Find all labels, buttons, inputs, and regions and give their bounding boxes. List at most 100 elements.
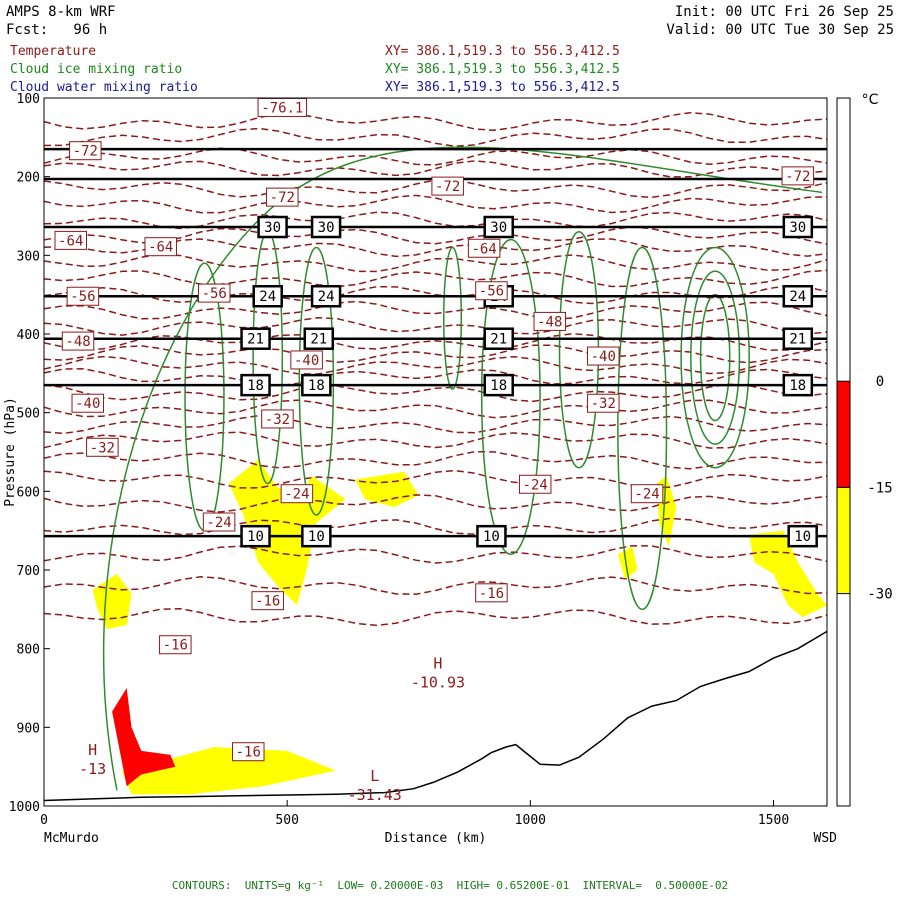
flight-level-box xyxy=(310,284,342,308)
temperature-label: -24 xyxy=(206,515,231,531)
temperature-isotherm xyxy=(43,285,828,305)
cloud-water-region xyxy=(92,573,132,629)
temperature-label: -64 xyxy=(471,241,496,257)
cloud-ice-contour xyxy=(617,246,668,611)
cloud-ice-contour xyxy=(699,293,731,422)
temperature-label-box xyxy=(587,346,620,366)
temperature-isotherm xyxy=(43,414,828,435)
temperature-label: -24 xyxy=(523,477,548,493)
cloud-water-region xyxy=(121,747,336,795)
x-tick-label: 1000 xyxy=(515,813,546,828)
temperature-label: -16 xyxy=(236,745,261,761)
cloud-ice-contour xyxy=(252,230,284,485)
terrain-layer xyxy=(43,630,828,806)
y-tick-label: 600 xyxy=(17,485,40,500)
y-tick-label: 700 xyxy=(17,564,40,579)
flight-level-box xyxy=(483,327,514,350)
temperature-label: -56 xyxy=(202,286,227,302)
temperature-labels: -72 -76.1 -72 -72 -72 -64 -64 -64 -56 -56 -56 -48 -4… xyxy=(54,97,815,762)
temperature-label: -72 xyxy=(73,144,98,160)
flight-level-label: 10 xyxy=(247,529,264,545)
field-temperature: Temperature xyxy=(10,44,97,59)
terrain-line xyxy=(43,630,828,802)
extremum-value: -31.43 xyxy=(348,786,402,804)
cloud-water-fills xyxy=(92,459,827,795)
temperature-isotherm xyxy=(43,399,828,419)
temperature-isotherm xyxy=(43,517,828,536)
colorbar: 0 -15 -30 °C xyxy=(836,92,893,807)
temperature-label-box xyxy=(159,635,192,655)
x-end-label: WSD xyxy=(814,831,838,846)
temperature-label-box xyxy=(232,742,265,762)
temperature-isotherm xyxy=(43,316,828,336)
temperature-isotherm xyxy=(43,211,828,230)
cloud-ice-contour xyxy=(443,246,463,390)
y-tick-label: 400 xyxy=(17,328,40,343)
temperature-label: -48 xyxy=(537,314,562,330)
flight-level-box xyxy=(483,215,514,239)
field-cloud-ice-xy: XY= 386.1,519.3 to 556.3,412.5 xyxy=(385,62,620,77)
temperature-label: -16 xyxy=(479,586,504,602)
flight-level-label: 30 xyxy=(490,220,507,236)
flight-level-label: 30 xyxy=(264,220,281,236)
flight-level-label: 24 xyxy=(789,289,806,305)
chart-header: AMPS 8-km WRF Fcst: 96 h Init: 00 UTC Fr… xyxy=(0,0,900,100)
temperature-label-box xyxy=(475,281,508,301)
temperature-label: -48 xyxy=(65,334,90,350)
flight-level-label: 10 xyxy=(794,529,811,545)
flight-level-box xyxy=(782,215,814,239)
temperature-isotherm xyxy=(43,160,828,178)
flight-level-box xyxy=(476,524,507,548)
flight-level-label: 21 xyxy=(789,332,806,348)
cloud-water-region xyxy=(355,471,419,508)
temperature-label-box xyxy=(587,393,620,413)
field-cloud-water-xy: XY= 386.1,519.3 to 556.3,412.5 xyxy=(385,80,620,95)
plot-frame xyxy=(43,97,828,807)
temperature-label: -56 xyxy=(70,289,95,305)
temperature-label: -40 xyxy=(75,396,100,412)
colorbar-tick-label: 0 xyxy=(876,374,884,390)
flight-level-label: 30 xyxy=(789,220,806,236)
cloud-ice-contour xyxy=(690,270,741,445)
colorbar-tick-label: -15 xyxy=(867,480,892,496)
temperature-isotherm xyxy=(43,300,828,320)
temperature-label-box xyxy=(197,283,231,303)
temperature-label: -32 xyxy=(591,396,616,412)
flight-level-label: 24 xyxy=(259,289,276,305)
temperature-isotherm xyxy=(43,344,828,364)
x-tick-label: 500 xyxy=(275,813,298,828)
flight-level-box xyxy=(240,327,271,350)
temperature-isotherm xyxy=(43,147,828,166)
temperature-isotherm xyxy=(43,494,828,513)
y-tick-label: 800 xyxy=(17,643,40,658)
temperature-isotherm xyxy=(43,332,828,351)
temperature-label-box xyxy=(66,286,100,306)
flight-level-box xyxy=(301,373,332,397)
colorbar-band xyxy=(836,380,851,488)
temperature-contour-layer xyxy=(43,111,828,791)
temperature-isotherm xyxy=(43,269,828,288)
temperature-label: -56 xyxy=(479,284,504,300)
flight-level-label: 18 xyxy=(308,378,325,394)
temperature-isotherm xyxy=(43,368,828,387)
temperature-label: -40 xyxy=(294,353,319,369)
temperature-label-box xyxy=(533,311,567,331)
temperature-isotherm xyxy=(43,450,828,470)
flight-level-box xyxy=(240,373,271,397)
cloud-ice-contour xyxy=(680,246,750,469)
temperature-label-box xyxy=(290,350,323,370)
temperature-label-box xyxy=(71,393,105,413)
temperature-isotherm xyxy=(43,576,828,595)
temperature-isotherm xyxy=(43,226,828,245)
temperature-label-box xyxy=(467,238,501,258)
temperature-label-box xyxy=(261,409,294,429)
temperature-label: -32 xyxy=(90,440,115,456)
flight-level-label: 18 xyxy=(247,378,264,394)
flight-level-box xyxy=(787,524,818,548)
x-tick-label: 0 xyxy=(40,813,48,828)
y-tick-label: 100 xyxy=(17,92,40,107)
temperature-isotherm xyxy=(43,545,828,564)
temperature-isotherm xyxy=(43,383,828,403)
valid-time: Valid: 00 UTC Tue 30 Sep 25 xyxy=(666,22,894,38)
temperature-isotherm xyxy=(43,608,828,627)
